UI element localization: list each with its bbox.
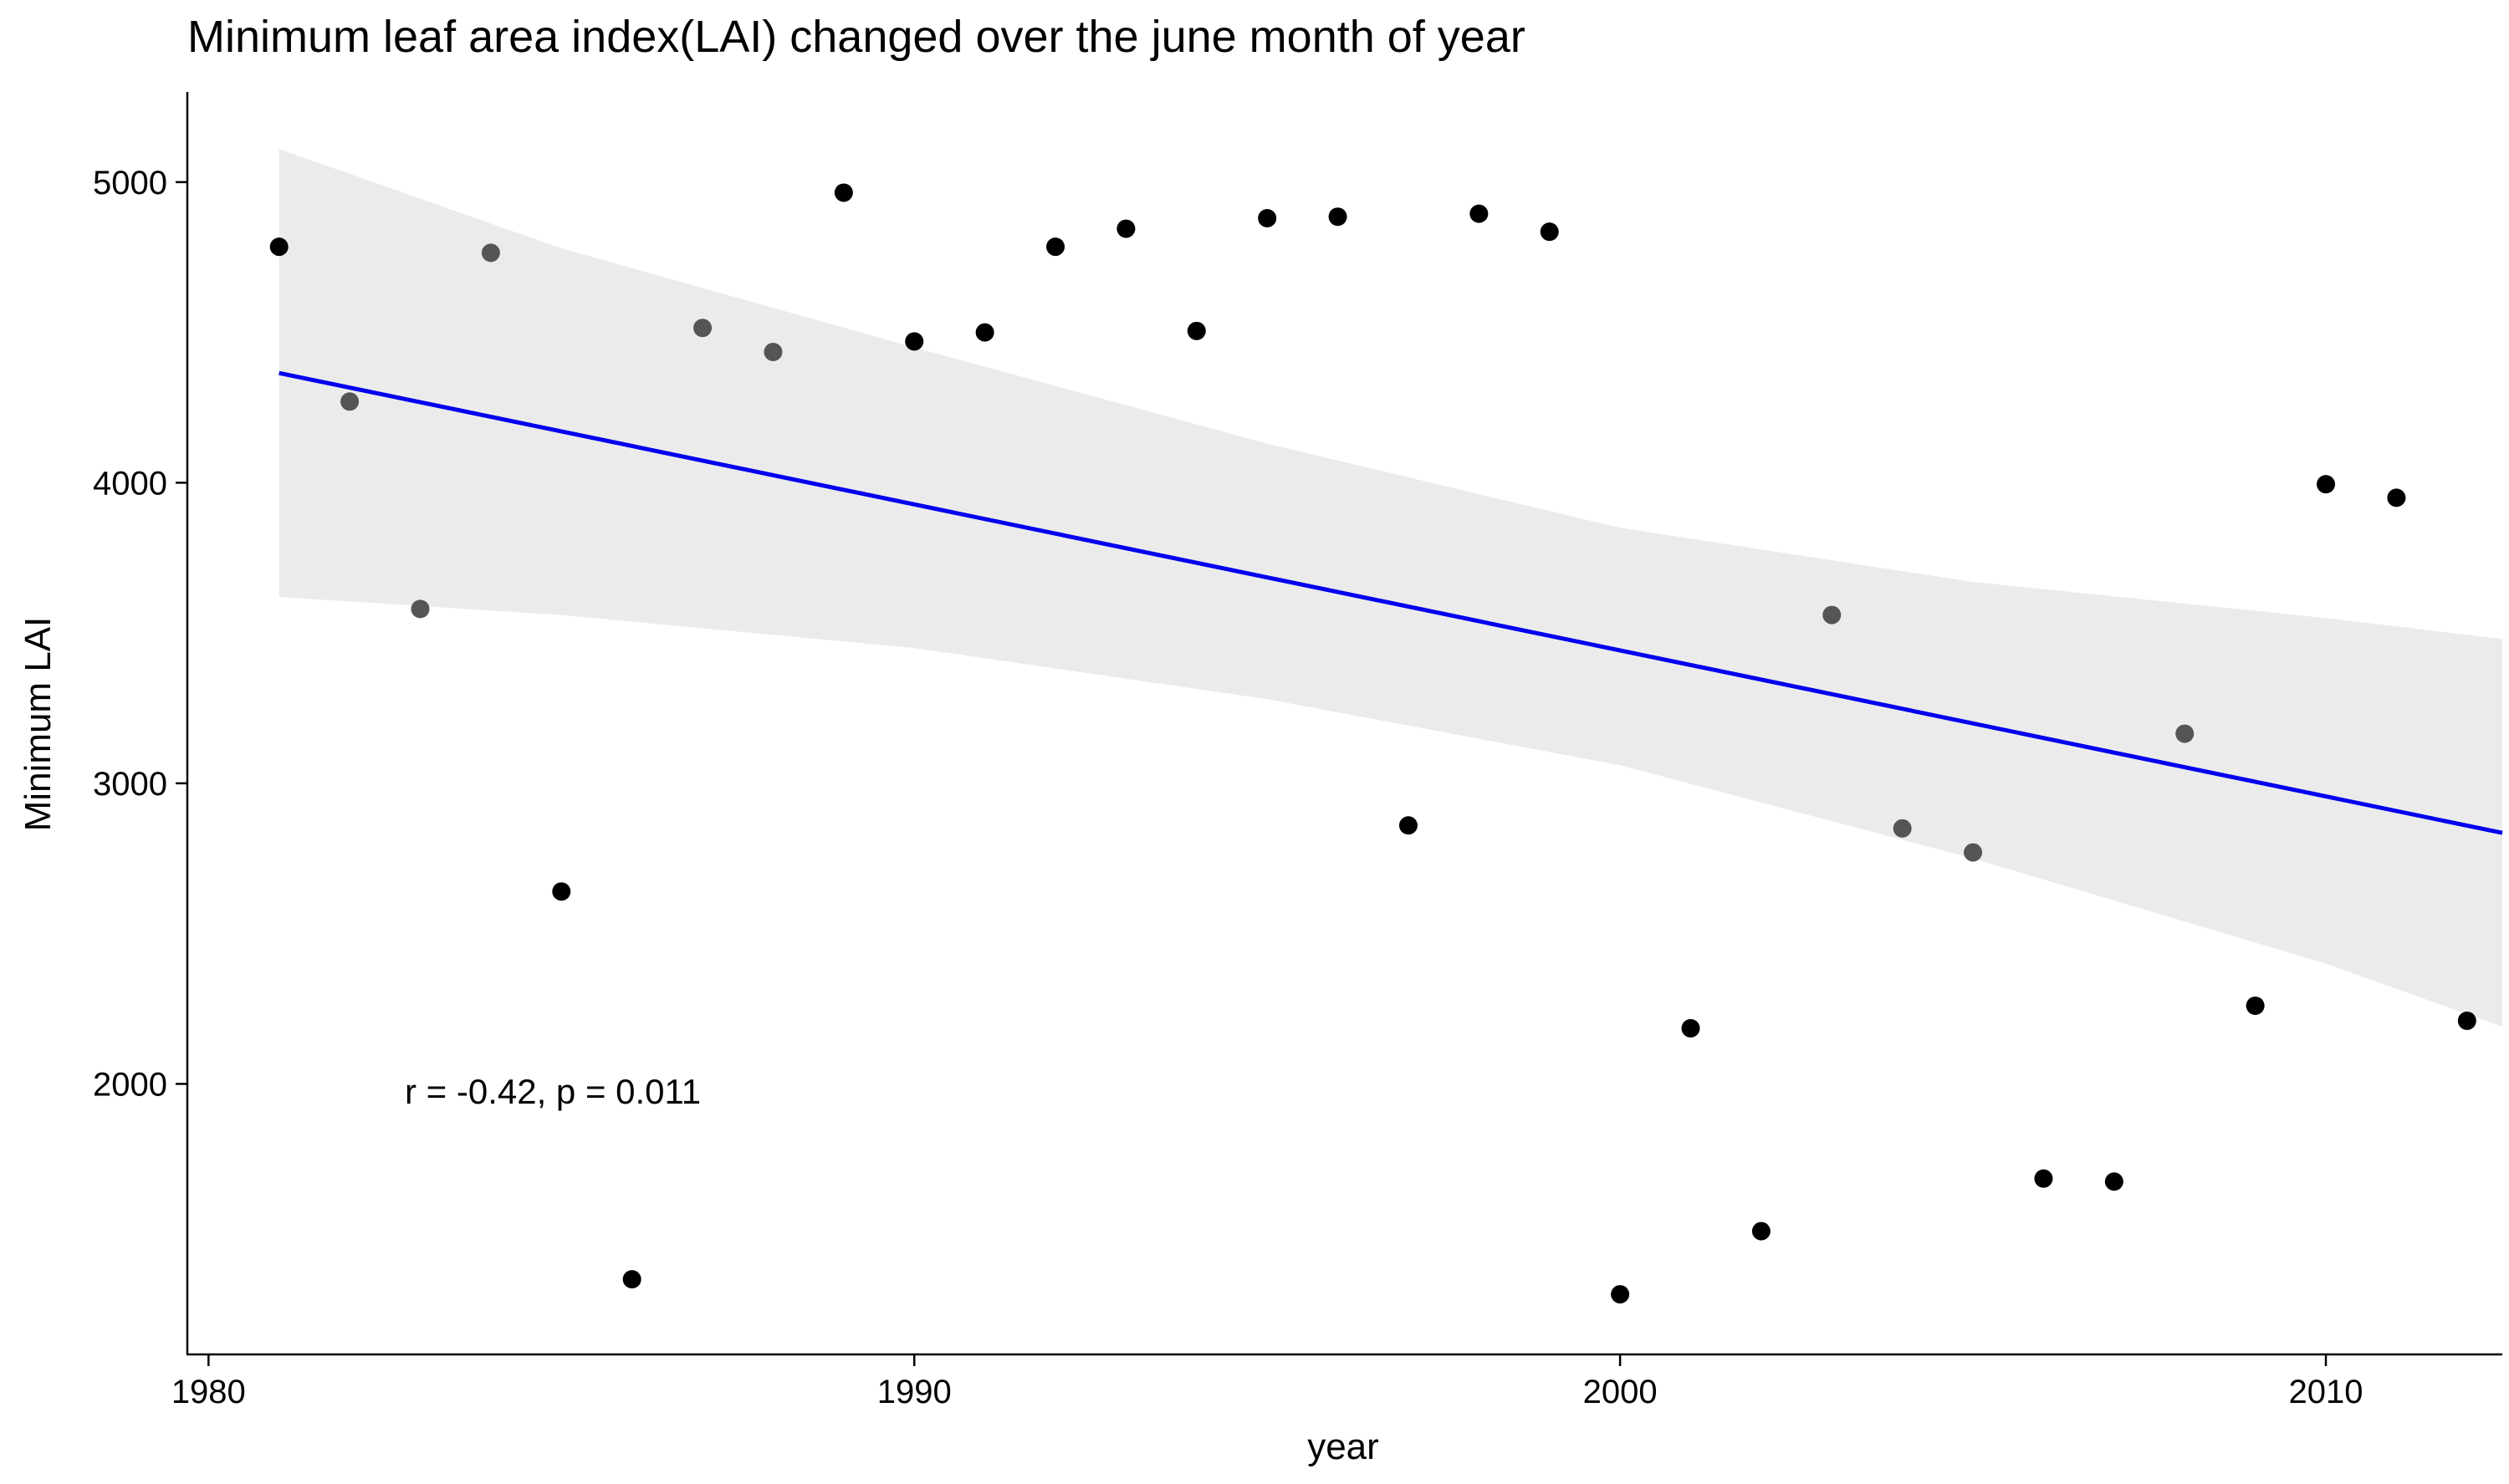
data-point-2009 — [2246, 996, 2265, 1015]
data-point-1989 — [834, 183, 853, 202]
data-points-layer — [269, 183, 2476, 1304]
data-point-2010 — [2317, 475, 2336, 494]
data-point-1998 — [1469, 204, 1489, 223]
data-point-1991 — [975, 323, 994, 342]
data-point-2007 — [2104, 1172, 2123, 1191]
data-point-2008 — [2175, 724, 2195, 743]
data-point-1987 — [693, 319, 713, 338]
data-point-2000 — [1611, 1285, 1630, 1304]
data-point-1988 — [764, 342, 783, 361]
data-point-2012 — [2457, 1011, 2476, 1030]
confidence-band — [278, 149, 2503, 1028]
x-axis-title: year — [1307, 1426, 1379, 1467]
data-point-2011 — [2387, 488, 2406, 507]
x-tick-label-2000: 2000 — [1583, 1374, 1658, 1410]
y-tick-label-2000: 2000 — [93, 1066, 167, 1103]
data-point-1990 — [905, 332, 924, 351]
x-tick-label-1990: 1990 — [877, 1374, 952, 1410]
data-point-2001 — [1681, 1018, 1700, 1038]
y-tick-label-5000: 5000 — [93, 165, 167, 201]
y-axis-ticks: 2000 3000 4000 5000 — [93, 165, 187, 1103]
data-point-1983 — [411, 599, 430, 619]
data-point-1999 — [1540, 222, 1559, 242]
data-point-1995 — [1258, 209, 1277, 227]
y-tick-label-4000: 4000 — [93, 465, 167, 502]
confidence-band-layer — [278, 149, 2503, 1028]
data-point-1984 — [481, 243, 500, 263]
data-point-1992 — [1046, 237, 1065, 257]
y-axis-title: Minimum LAI — [18, 617, 59, 832]
data-point-1981 — [269, 237, 289, 257]
x-axis-ticks: 1980 1990 2000 2010 — [171, 1354, 2363, 1410]
data-point-1982 — [340, 392, 360, 411]
data-point-2004 — [1893, 818, 1912, 838]
chart-title: Minimum leaf area index(LAI) changed ove… — [187, 12, 1525, 62]
x-tick-label-1980: 1980 — [171, 1374, 246, 1410]
data-point-1994 — [1187, 321, 1206, 340]
data-point-2002 — [1751, 1221, 1771, 1241]
data-point-1996 — [1328, 207, 1347, 227]
data-point-1985 — [552, 882, 571, 901]
correlation-annotation: r = -0.42, p = 0.011 — [405, 1072, 701, 1111]
regression-line — [278, 370, 2503, 835]
data-point-2006 — [2034, 1169, 2053, 1188]
data-point-2003 — [1822, 605, 1842, 625]
x-tick-label-2010: 2010 — [2289, 1374, 2363, 1410]
data-point-2005 — [1964, 843, 1983, 862]
regression-line-layer — [278, 370, 2503, 835]
y-tick-label-3000: 3000 — [93, 766, 167, 803]
data-point-1997 — [1398, 816, 1418, 835]
data-point-1993 — [1117, 219, 1136, 238]
data-point-1986 — [622, 1270, 641, 1289]
